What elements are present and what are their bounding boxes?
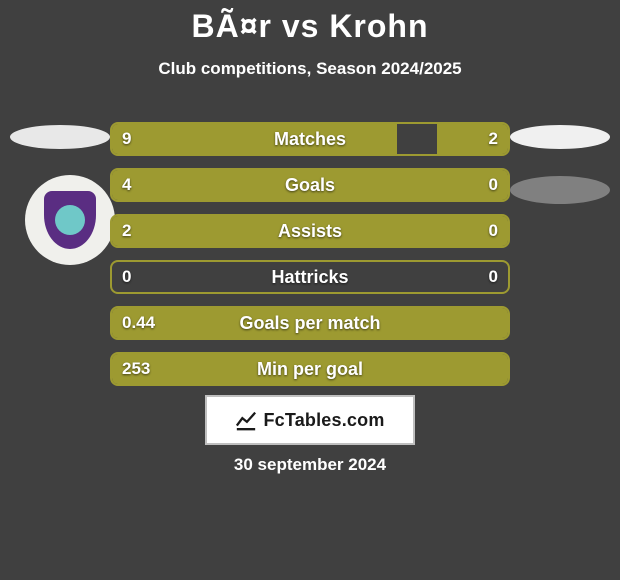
badge-core [55,205,85,235]
page-title: BÃ¤r vs Krohn [0,0,620,45]
bar-label: Hattricks [112,267,508,288]
bar-row-matches: 9 Matches 2 [110,122,510,156]
right-ellipse-marker-top [510,125,610,149]
bar-row-goals-per-match: 0.44 Goals per match [110,306,510,340]
bar-right-value: 0 [489,221,498,241]
branding-box: FcTables.com [205,395,415,445]
bar-row-min-per-goal: 253 Min per goal [110,352,510,386]
bar-right-value: 2 [489,129,498,149]
right-ellipse-marker-bottom [510,176,610,204]
bar-label: Goals per match [112,313,508,334]
bar-label: Assists [112,221,508,242]
bar-row-goals: 4 Goals 0 [110,168,510,202]
branding-text: FcTables.com [263,410,384,431]
bar-label: Min per goal [112,359,508,380]
branding-logo-icon [235,409,257,431]
page-subtitle: Club competitions, Season 2024/2025 [0,59,620,79]
footer-date: 30 september 2024 [0,455,620,475]
left-club-badge [25,175,115,265]
bar-row-hattricks: 0 Hattricks 0 [110,260,510,294]
bar-right-value: 0 [489,175,498,195]
bar-right-value: 0 [489,267,498,287]
bar-row-assists: 2 Assists 0 [110,214,510,248]
bar-label: Goals [112,175,508,196]
left-ellipse-marker [10,125,110,149]
bar-label: Matches [112,129,508,150]
comparison-bars: 9 Matches 2 4 Goals 0 2 Assists 0 0 Hatt… [110,122,510,398]
